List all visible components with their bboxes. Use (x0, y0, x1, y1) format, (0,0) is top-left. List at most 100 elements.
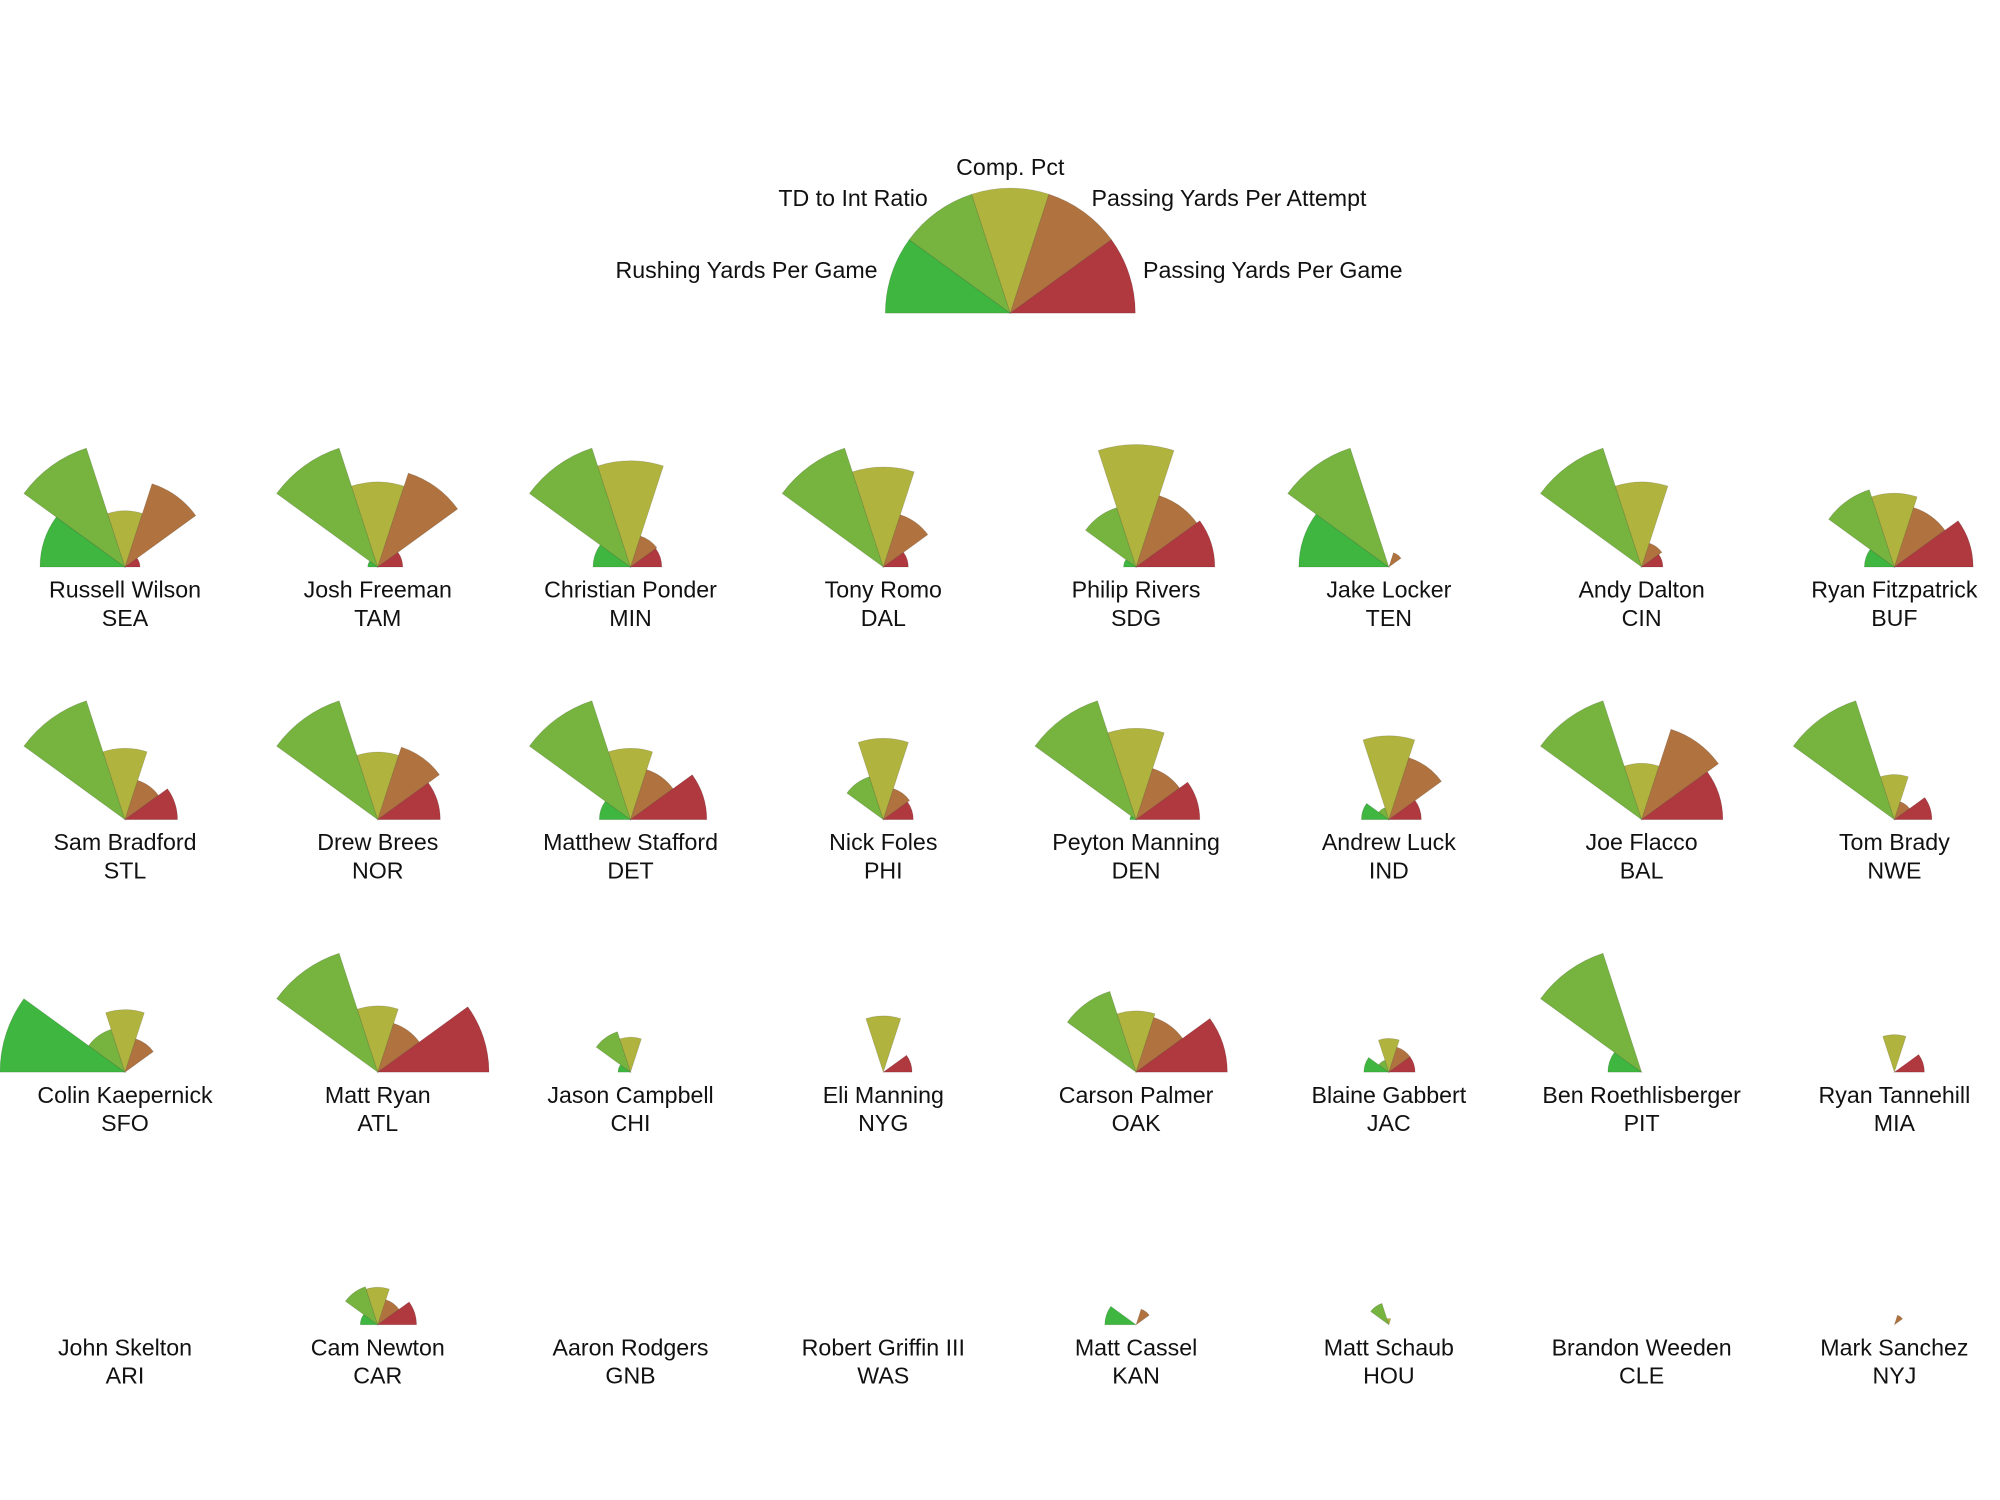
wedge (1893, 801, 1911, 821)
wedge (1107, 727, 1165, 821)
player-name: Joe Flacco (1586, 829, 1698, 855)
player-team: NYJ (1872, 1363, 1916, 1389)
wedge (1084, 507, 1137, 569)
wedge (351, 481, 405, 569)
player-team: STL (104, 858, 147, 884)
wedge (1387, 799, 1422, 820)
wedge (1123, 559, 1138, 568)
wedge (1134, 781, 1201, 820)
wedge (276, 952, 379, 1074)
legend-wedge (884, 239, 1012, 314)
wedge (608, 748, 654, 821)
wedge (376, 551, 404, 568)
wedge (23, 447, 126, 569)
player-team: NWE (1867, 858, 1921, 884)
player-team: HOU (1363, 1363, 1415, 1389)
player-name: Carson Palmer (1059, 1082, 1214, 1108)
player-team: WAS (857, 1363, 909, 1389)
legend-label: Comp. Pct (956, 154, 1065, 180)
wedge (592, 544, 632, 568)
wedge (1287, 447, 1390, 569)
wedge (619, 1036, 642, 1074)
wedge (344, 1286, 379, 1326)
wedge (851, 466, 915, 569)
player-name: Andrew Luck (1322, 829, 1456, 855)
wedge (123, 788, 178, 820)
player-name: Jake Locker (1326, 577, 1451, 603)
wedge (39, 516, 127, 568)
wedge (107, 510, 143, 569)
wedge (1893, 507, 1946, 569)
wedge (846, 776, 885, 821)
player-name: Ryan Fitzpatrick (1811, 577, 1978, 603)
wedge (1893, 1053, 1925, 1073)
wedge (1882, 1034, 1907, 1074)
player-team: TAM (354, 605, 401, 631)
wedge (124, 779, 159, 821)
wedge (1034, 700, 1137, 821)
player-name: John Skelton (58, 1334, 192, 1360)
wedge (865, 1015, 902, 1074)
wedge (1378, 807, 1390, 821)
player-team: MIA (1874, 1110, 1916, 1136)
player-name: Ben Roethlisberger (1542, 1082, 1741, 1108)
player-team: CHI (611, 1110, 651, 1136)
player-team: SEA (102, 605, 149, 631)
player-team: BUF (1871, 605, 1917, 631)
player-name: Matt Cassel (1075, 1334, 1197, 1360)
wedge (105, 1009, 145, 1074)
legend-wedge (1009, 193, 1112, 315)
player-name: Nick Foles (829, 829, 937, 855)
player-team: DAL (861, 605, 906, 631)
legend-wedge (971, 187, 1050, 315)
wedge (376, 1006, 490, 1073)
player-team: MIN (609, 605, 652, 631)
player-team: IND (1369, 858, 1409, 884)
player-name: Matt Schaub (1324, 1334, 1454, 1360)
player-team: SDG (1111, 605, 1161, 631)
wedge (1388, 757, 1442, 821)
wedge (629, 548, 663, 568)
wedge (1893, 520, 1974, 568)
wedge (598, 800, 632, 820)
wedge (1893, 1314, 1904, 1326)
player-team: PIT (1624, 1110, 1660, 1136)
player-team: PHI (864, 858, 903, 884)
wedge (595, 1031, 632, 1074)
player-name: Matt Ryan (325, 1082, 431, 1108)
player-name: Robert Griffin III (802, 1334, 965, 1360)
wedge (1539, 952, 1643, 1074)
wedge (629, 535, 658, 569)
wedge (1129, 815, 1138, 820)
wedge (1864, 548, 1896, 568)
wedge (1134, 520, 1216, 568)
wedge (1388, 1046, 1411, 1074)
wedge (1116, 1010, 1156, 1074)
player-team: DEN (1112, 858, 1161, 884)
wedge (1363, 1056, 1391, 1073)
wedge (528, 447, 632, 569)
player-name: Jason Campbell (547, 1082, 713, 1108)
wedge (377, 472, 459, 569)
player-team: DET (607, 858, 653, 884)
wedge (0, 998, 127, 1073)
player-name: Ryan Tannehill (1819, 1082, 1971, 1108)
player-team: CIN (1622, 605, 1662, 631)
player-name: Russell Wilson (49, 577, 201, 603)
wedge (365, 1286, 390, 1326)
wedge (367, 560, 379, 568)
legend-label: Passing Yards Per Attempt (1091, 185, 1367, 211)
player-team: ARI (106, 1363, 145, 1389)
player-name: Matthew Stafford (543, 829, 718, 855)
wedge (1097, 444, 1175, 569)
player-name: Blaine Gabbert (1312, 1082, 1467, 1108)
player-team: CLE (1619, 1363, 1664, 1389)
wedge (1640, 771, 1724, 820)
wedge (1135, 767, 1181, 821)
wedge (629, 769, 674, 821)
player-name: Drew Brees (317, 829, 438, 855)
player-name: Colin Kaepernick (37, 1082, 213, 1108)
wedge (1387, 1056, 1416, 1073)
wedge (377, 1022, 420, 1074)
player-team: CAR (353, 1363, 402, 1389)
